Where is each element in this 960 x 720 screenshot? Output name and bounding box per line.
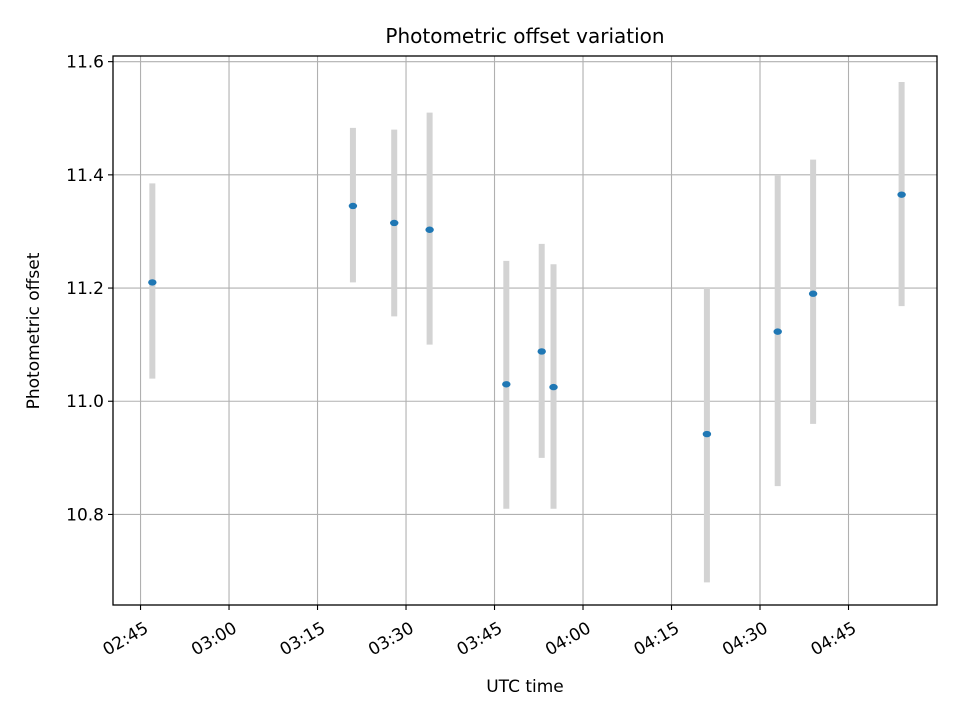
data-point [773,328,782,335]
data-point [537,348,546,355]
chart-title: Photometric offset variation [385,24,664,48]
y-tick-label: 10.8 [66,505,104,525]
y-axis-ticks: 10.8 11.0 11.2 11.4 11.6 [66,53,113,525]
plot-frame [112,55,938,606]
data-point [808,290,818,297]
data-point [390,219,399,227]
y-tick-label: 11.6 [66,53,104,73]
grid [113,56,937,605]
y-tick-label: 11.4 [66,166,104,186]
data-point [502,381,511,388]
data-point [425,226,434,233]
data-points [148,191,906,438]
data-point [549,383,558,391]
data-point [348,202,358,210]
y-tick-label: 11.2 [66,279,104,299]
data-point [702,430,712,438]
y-tick-label: 11.0 [66,392,104,412]
data-point [897,191,906,198]
data-point [148,279,157,286]
y-axis-title: Photometric offset [24,252,44,409]
x-axis-title: UTC time [486,677,564,697]
